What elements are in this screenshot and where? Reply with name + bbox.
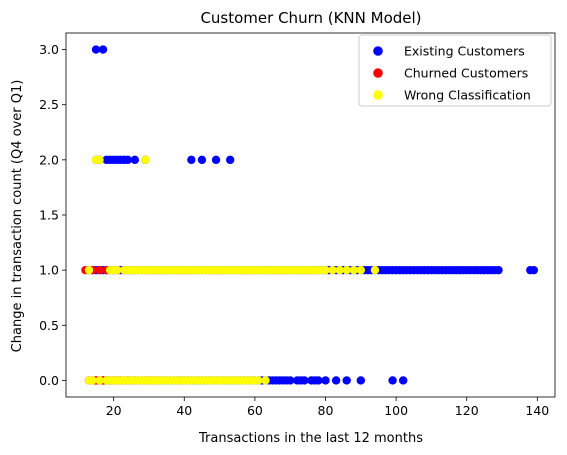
points-layer bbox=[81, 45, 539, 385]
scatter-point bbox=[300, 376, 309, 385]
y-tick-label: 0.5 bbox=[39, 318, 59, 333]
scatter-point bbox=[225, 155, 235, 165]
x-tick-label: 40 bbox=[176, 403, 192, 418]
scatter-point bbox=[141, 155, 150, 165]
legend-box bbox=[358, 34, 552, 107]
scatter-point bbox=[123, 155, 132, 165]
scatter-point bbox=[328, 265, 337, 275]
scatter-point bbox=[211, 155, 221, 165]
scatter-point bbox=[95, 155, 104, 165]
legend-entries: Existing Customers Churned Customers Wrong… bbox=[373, 44, 531, 103]
scatter-point bbox=[91, 45, 101, 54]
x-tick-label: 60 bbox=[247, 403, 263, 418]
scatter-point bbox=[84, 265, 94, 275]
scatter-point bbox=[285, 376, 295, 385]
scatter-point bbox=[261, 376, 270, 385]
scatter-point bbox=[314, 376, 323, 385]
x-tick-label: 80 bbox=[318, 403, 334, 418]
scatter-point bbox=[335, 265, 344, 275]
scatter-point bbox=[356, 376, 366, 385]
y-tick-label: 2.5 bbox=[39, 97, 59, 112]
scatter-point bbox=[494, 265, 503, 275]
scatter-point bbox=[331, 376, 341, 385]
scatter-point bbox=[342, 376, 351, 385]
legend-label: Existing Customers bbox=[404, 44, 525, 59]
legend-marker bbox=[373, 90, 383, 100]
scatter-point bbox=[130, 155, 140, 165]
x-tick-label: 20 bbox=[106, 403, 122, 418]
y-tick-label: 0.0 bbox=[39, 373, 59, 388]
ticks-layer: 20 40 60 80 100 120 140 0.0 0.5 1.0 1.5 2.0 2.5 3.0 bbox=[39, 42, 549, 418]
x-tick-label: 140 bbox=[525, 403, 549, 418]
plot-frame bbox=[65, 32, 556, 398]
legend: Existing Customers Churned Customers Wrong… bbox=[358, 34, 552, 107]
scatter-point bbox=[529, 265, 539, 275]
x-tick-label: 100 bbox=[384, 403, 408, 418]
legend-label: Churned Customers bbox=[404, 66, 528, 81]
y-tick-label: 3.0 bbox=[39, 42, 59, 57]
y-tick-label: 1.0 bbox=[39, 263, 59, 278]
scatter-point bbox=[321, 376, 330, 385]
chart-title: Customer Churn (KNN Model) bbox=[200, 9, 421, 27]
scatter-point bbox=[187, 155, 196, 165]
scatter-point bbox=[112, 265, 122, 275]
scatter-point bbox=[349, 265, 358, 275]
scatter-point bbox=[398, 376, 408, 385]
legend-marker bbox=[373, 46, 383, 56]
y-axis-label: Change in transaction count (Q4 over Q1) bbox=[10, 80, 25, 353]
scatter-point bbox=[197, 155, 207, 165]
legend-marker bbox=[373, 68, 383, 78]
scatter-point bbox=[388, 376, 397, 385]
scatter-point bbox=[356, 265, 366, 275]
scatter-point bbox=[254, 376, 263, 385]
scatter-point bbox=[95, 265, 104, 275]
x-axis-label: Transactions in the last 12 months bbox=[198, 431, 423, 446]
y-tick-label: 1.5 bbox=[39, 208, 59, 223]
y-tick-label: 2.0 bbox=[39, 152, 59, 167]
scatter-point bbox=[98, 45, 108, 54]
scatter-point bbox=[321, 265, 330, 275]
scatter-point bbox=[88, 376, 97, 385]
scatter-point bbox=[342, 265, 351, 275]
scatter-point bbox=[95, 376, 104, 385]
x-tick-label: 120 bbox=[455, 403, 479, 418]
legend-label: Wrong Classification bbox=[404, 88, 531, 103]
scatter-point bbox=[370, 265, 380, 275]
series-2 bbox=[84, 155, 380, 385]
